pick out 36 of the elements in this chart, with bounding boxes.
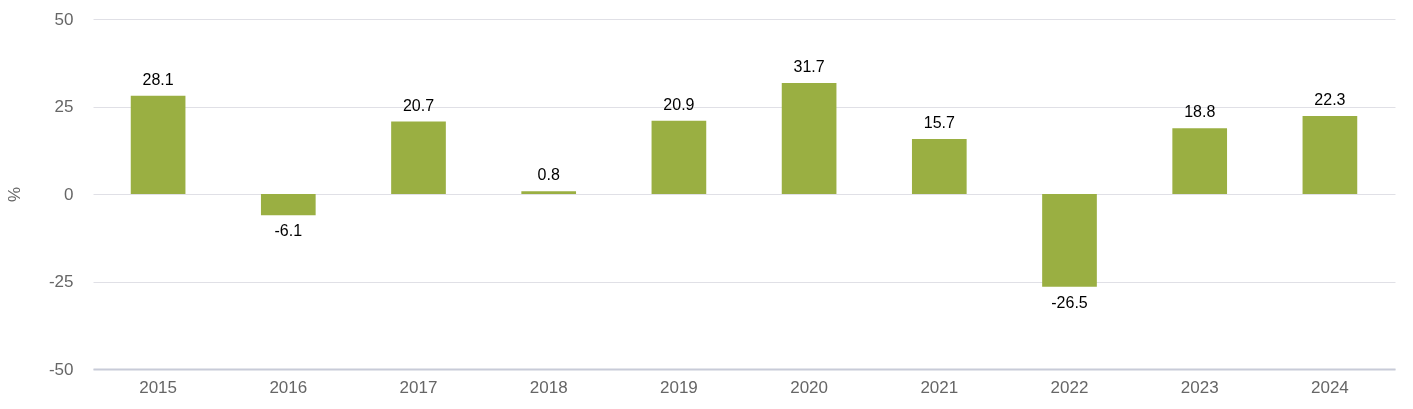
data-label: -6.1 <box>274 222 303 240</box>
bar <box>521 191 577 194</box>
x-tick-label: 2015 <box>139 377 178 397</box>
y-tick-label: -50 <box>48 359 74 379</box>
x-tick-label: 2022 <box>1050 377 1089 397</box>
x-tick-label: 2017 <box>399 377 438 397</box>
data-label: 22.3 <box>1314 90 1346 108</box>
data-label: -26.5 <box>1051 293 1088 311</box>
x-tick-label: 2024 <box>1310 377 1349 397</box>
y-axis-title: % <box>4 186 24 203</box>
data-label: 18.8 <box>1184 103 1216 121</box>
x-tick-label: 2019 <box>659 377 698 397</box>
x-tick-label: 2016 <box>269 377 308 397</box>
y-tick-label: 50 <box>54 9 74 29</box>
bar <box>1172 128 1228 194</box>
y-tick-label: 0 <box>64 184 74 204</box>
bar <box>130 95 186 194</box>
data-label: 20.9 <box>663 95 695 113</box>
bar <box>1302 115 1358 194</box>
data-label: 31.7 <box>793 58 825 76</box>
x-tick-label: 2018 <box>529 377 568 397</box>
x-tick-label: 2021 <box>920 377 959 397</box>
bar <box>1042 194 1097 287</box>
data-label: 0.8 <box>537 166 560 184</box>
data-label: 20.7 <box>402 96 435 114</box>
x-tick-label: 2023 <box>1180 377 1219 397</box>
data-label: 28.1 <box>142 70 174 88</box>
bar <box>651 120 707 194</box>
y-tick-label: -25 <box>48 272 74 291</box>
x-tick-label: 2020 <box>790 377 829 397</box>
bar <box>391 121 446 194</box>
bar <box>260 194 316 216</box>
data-label: 15.7 <box>923 114 955 132</box>
bar <box>781 83 837 194</box>
y-tick-label: 25 <box>54 97 74 116</box>
bar <box>911 139 967 194</box>
